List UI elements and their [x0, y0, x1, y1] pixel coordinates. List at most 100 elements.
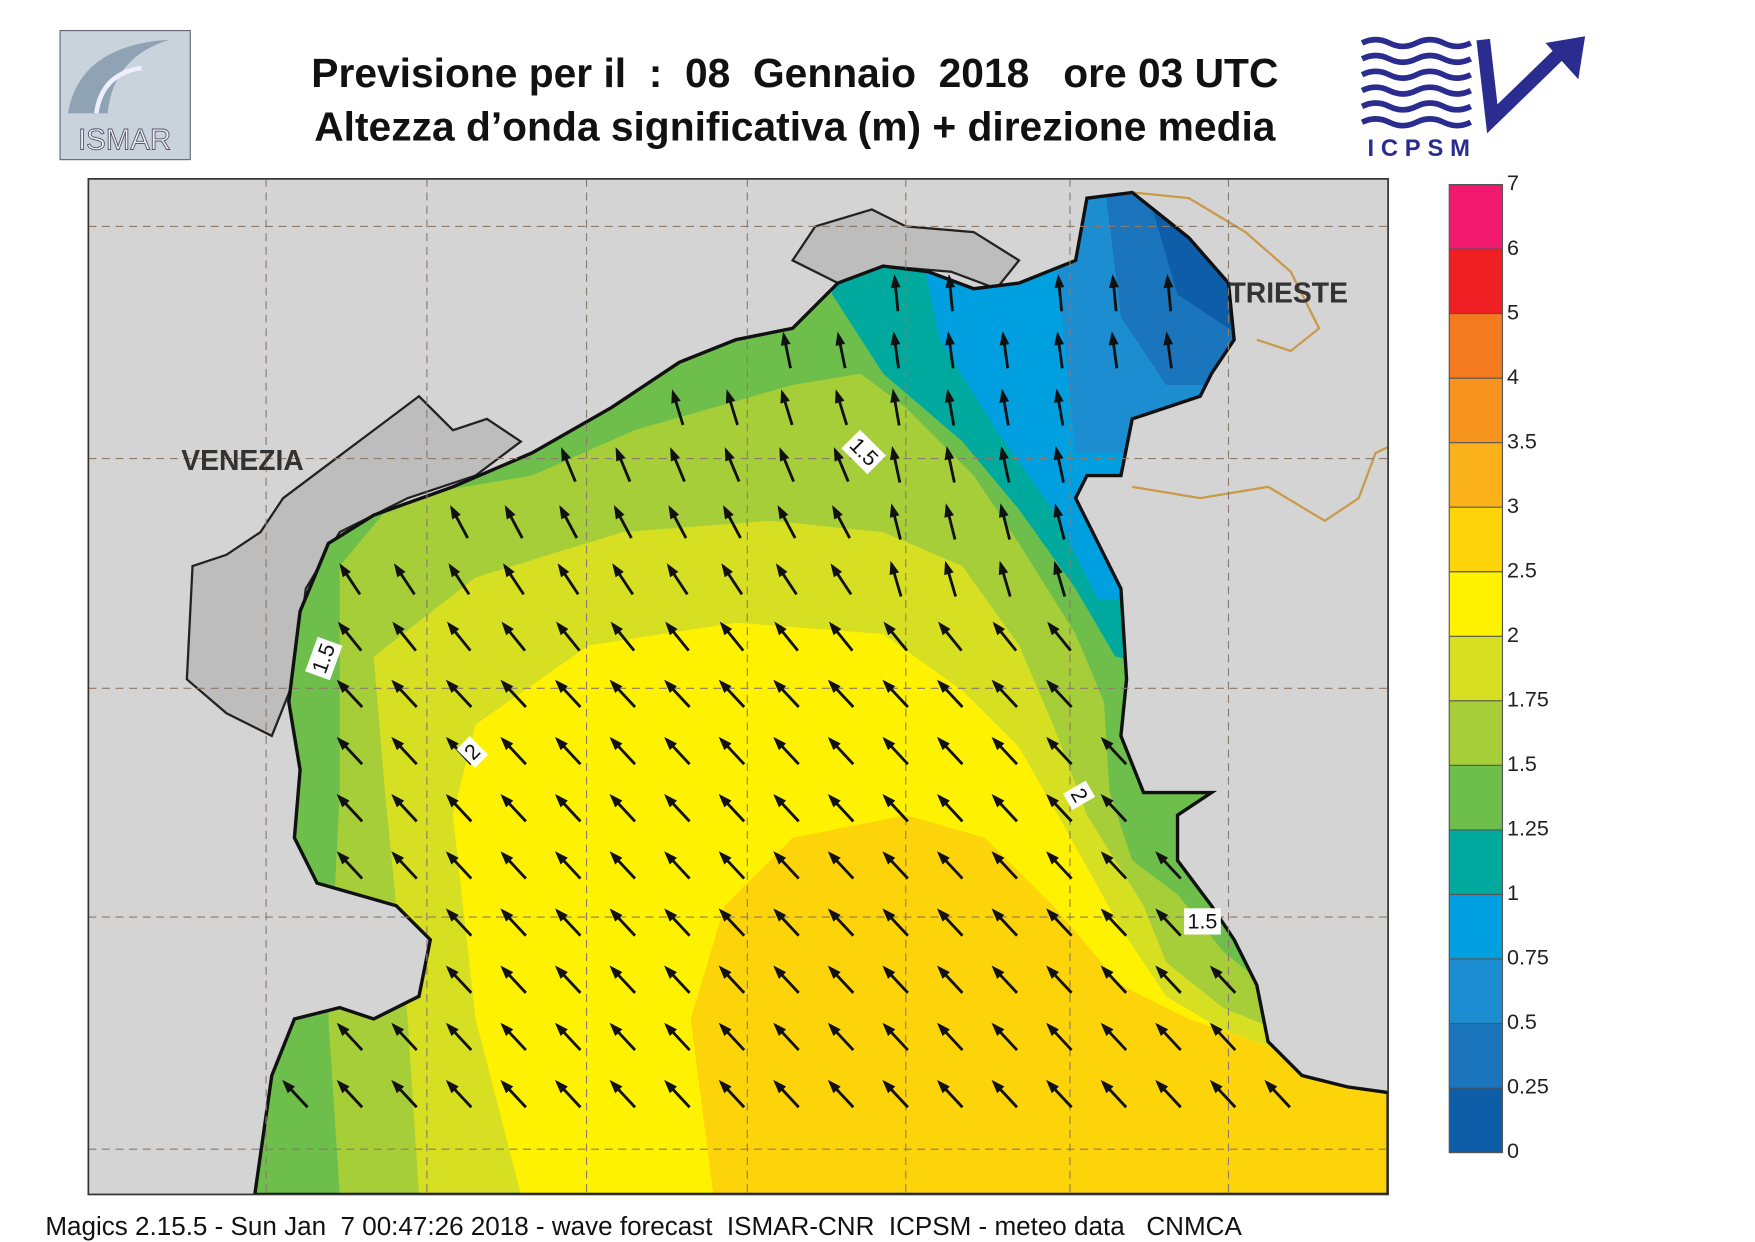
arrow-head: [890, 445, 900, 461]
wave-band: [690, 815, 1389, 1195]
arrow-head: [991, 908, 1005, 922]
arrow-head: [832, 505, 843, 520]
arrow-head: [445, 1022, 459, 1037]
colorbar-tick-label: 5: [1507, 300, 1519, 324]
wave-directions: [282, 274, 1291, 1109]
arrow-head: [773, 851, 787, 865]
colorbar-swatch: [1449, 829, 1503, 895]
arrow-head: [391, 1022, 405, 1037]
arrow-head: [718, 1079, 732, 1094]
colorbar-swatch: [1449, 636, 1503, 701]
arrow-head: [827, 794, 841, 808]
arrow-head: [664, 1022, 677, 1037]
arrow-head: [500, 851, 514, 865]
colorbar-swatch: [1449, 249, 1503, 314]
arrow-head: [391, 736, 405, 751]
colorbar-swatch: [1449, 894, 1503, 959]
arrow-head: [936, 965, 950, 979]
arrow-head: [391, 851, 405, 865]
colorbar-swatch: [1449, 958, 1503, 1024]
colorbar-tick-label: 2: [1507, 623, 1519, 647]
arrow-head: [718, 1022, 732, 1037]
arrow-head: [445, 679, 459, 693]
arrow-head: [445, 1079, 459, 1094]
arrow-head: [991, 1079, 1005, 1094]
arrow-head: [559, 505, 571, 520]
contour-label: 1.5: [1184, 908, 1221, 935]
arrow-head: [718, 851, 732, 865]
arrow-head: [719, 621, 733, 636]
arrow-head: [609, 1079, 623, 1094]
colorbar-tick-label: 1.25: [1507, 817, 1549, 841]
arrow-head: [448, 563, 461, 578]
arrow-head: [828, 621, 842, 636]
arrow-head: [718, 736, 732, 751]
arrow-head: [609, 736, 623, 751]
logo-text: ICPSM: [1367, 135, 1476, 162]
arrow-head: [775, 563, 788, 578]
arrow-head: [991, 965, 1005, 979]
arrow-head: [664, 908, 677, 922]
arrow-head: [890, 331, 901, 346]
arrow-head: [773, 965, 787, 979]
arrow-head: [721, 563, 733, 578]
arrow-head: [1054, 274, 1065, 289]
arrow-head: [1155, 908, 1169, 922]
arrow-head: [445, 851, 459, 865]
arrow-head: [610, 621, 623, 636]
arrow-head: [1100, 908, 1114, 922]
arrow-head: [992, 621, 1005, 636]
arrow-head: [393, 563, 406, 578]
arrow-head: [882, 794, 896, 808]
arrow-head: [944, 388, 955, 403]
arrow-head: [999, 445, 1009, 461]
arrow-head: [882, 851, 896, 865]
colorbar-tick-label: 3.5: [1507, 429, 1537, 453]
colorbar-tick-label: 0.25: [1507, 1075, 1549, 1099]
arrow-head: [1100, 965, 1114, 979]
arrow-head: [991, 679, 1005, 693]
arrow-head: [1046, 851, 1059, 865]
arrow-head: [723, 505, 734, 520]
arrow-head: [336, 1079, 350, 1094]
arrow-head: [835, 389, 845, 404]
contour-label-bg: [1062, 780, 1096, 810]
arrow-head: [724, 447, 735, 462]
arrow-head: [609, 679, 623, 693]
arrow-head: [500, 1022, 514, 1037]
arrow-head: [445, 794, 459, 808]
arrow-head: [882, 908, 896, 922]
arrow-head: [1109, 274, 1119, 289]
arrow-head: [336, 851, 350, 865]
arrow-head: [1100, 1022, 1114, 1037]
arrow-head: [833, 447, 844, 462]
contour-label-bg: [1184, 908, 1221, 935]
colorbar-tick-label: 2.5: [1507, 558, 1537, 582]
arrow-head: [998, 503, 1009, 518]
colorbar-tick-label: 3: [1507, 494, 1519, 518]
arrow-head: [337, 621, 351, 636]
arrow-head: [773, 736, 787, 751]
arrow-head: [945, 331, 955, 346]
arrow-head: [890, 388, 900, 403]
arrow-head: [1209, 1079, 1223, 1094]
arrow-head: [827, 1079, 841, 1094]
arrow-head: [936, 908, 950, 922]
arrow-head: [938, 621, 951, 636]
arrow-head: [1209, 1022, 1223, 1037]
arrow-head: [500, 736, 514, 751]
arrow-head: [1155, 1022, 1169, 1037]
arrow-head: [882, 679, 896, 693]
arrow-head: [554, 1079, 568, 1094]
arrow-head: [668, 505, 680, 520]
arrow-head: [664, 736, 677, 751]
arrow-head: [827, 1022, 841, 1037]
arrow-head: [827, 679, 841, 693]
arrow-head: [336, 679, 350, 693]
arrow-head: [500, 679, 514, 693]
arrow-head: [664, 679, 677, 693]
arrow-head: [500, 794, 514, 808]
arrow-head: [944, 445, 955, 461]
arrow-head: [613, 505, 625, 520]
